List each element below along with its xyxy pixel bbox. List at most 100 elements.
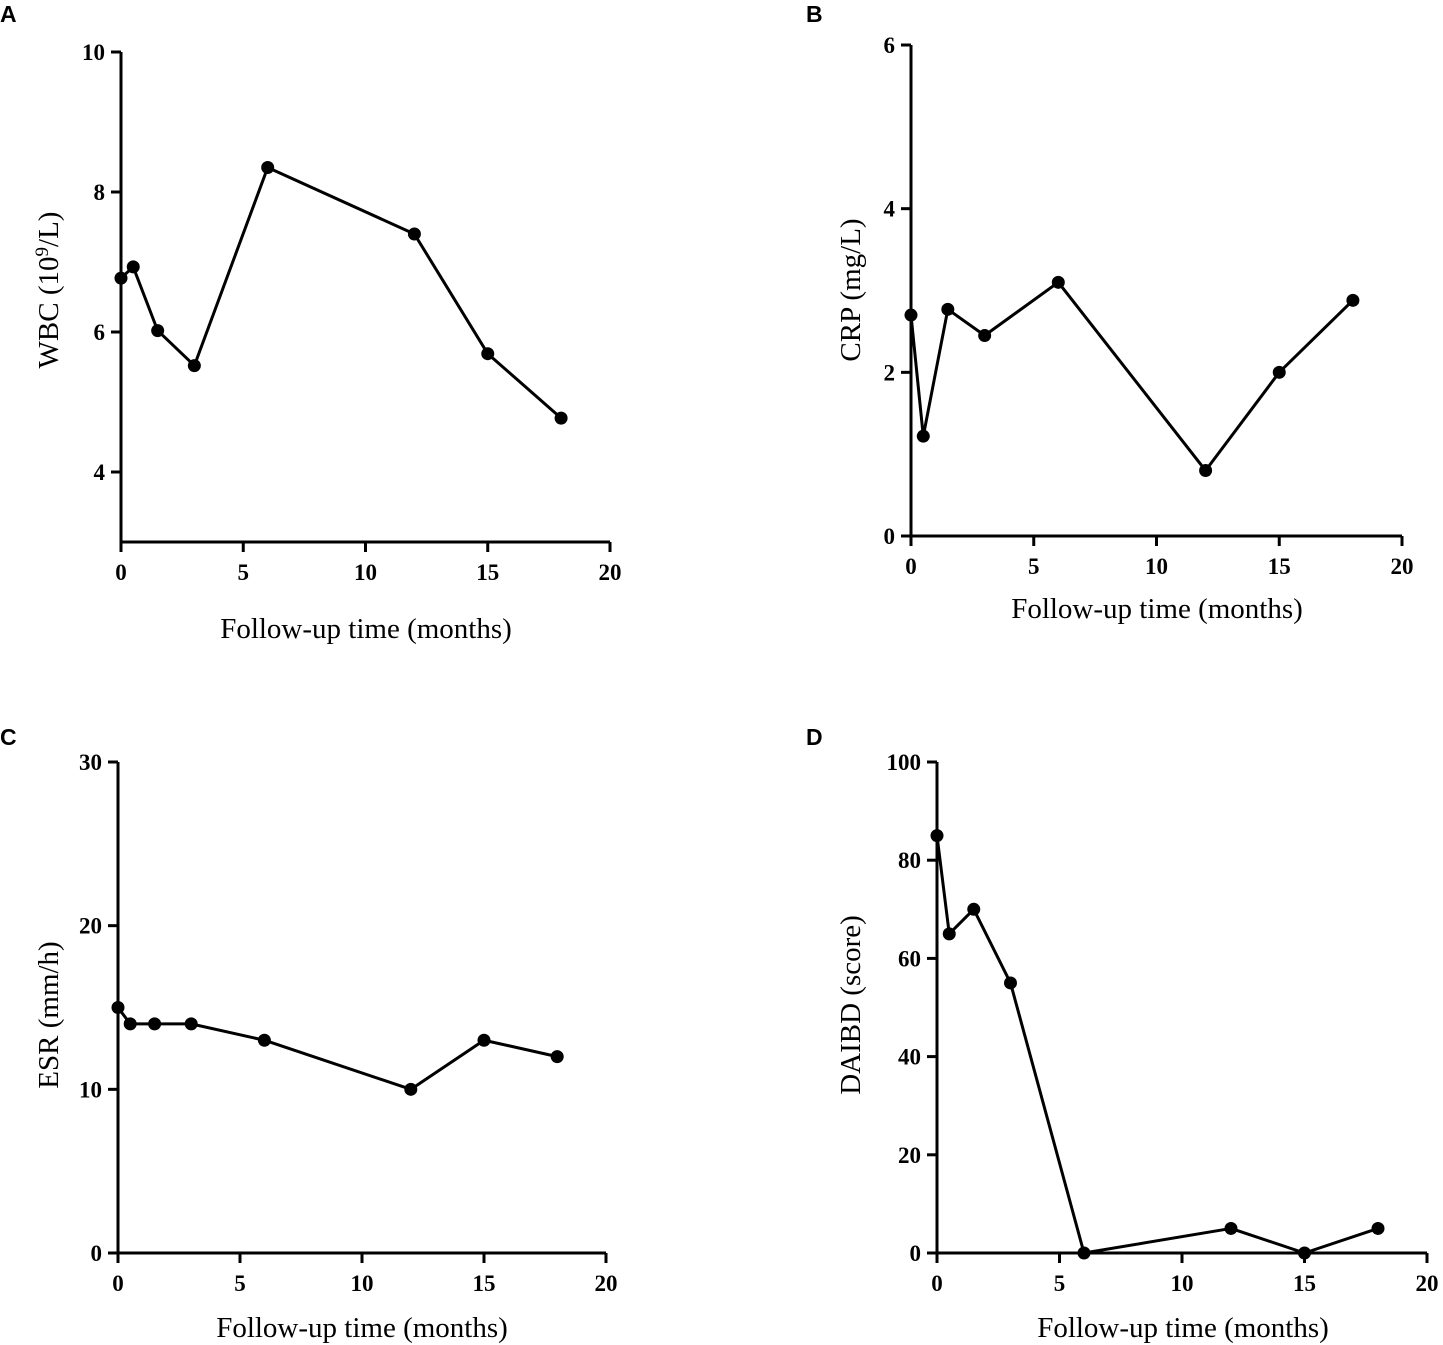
x-tick-label-a: 0 — [115, 560, 127, 585]
ticks-c: 0 5 10 15 20 0 10 20 30 — [79, 750, 618, 1296]
x-axis-title-a: Follow-up time (months) — [220, 613, 512, 645]
data-point-a — [126, 260, 140, 274]
y-tick-label-d: 60 — [898, 946, 921, 971]
x-tick-label-c: 15 — [473, 1271, 496, 1296]
data-point-b — [1346, 293, 1360, 307]
x-tick-label-c: 5 — [234, 1271, 246, 1296]
panel-b: B Follow-up time (months) CRP (mg/L) 0 5 1… — [806, 1, 1414, 625]
y-tick-label-a: 8 — [94, 180, 106, 205]
y-tick-label-c: 30 — [79, 750, 102, 775]
x-axis-title-d: Follow-up time (months) — [1037, 1312, 1329, 1344]
x-tick-label-c: 20 — [595, 1271, 618, 1296]
data-point-a — [554, 411, 568, 425]
x-tick-label-b: 15 — [1268, 554, 1291, 579]
y-tick-label-a: 4 — [94, 460, 106, 485]
data-point-c — [123, 1017, 137, 1031]
x-axis-title-c: Follow-up time (months) — [216, 1312, 508, 1344]
panel-letter-a: A — [0, 1, 17, 27]
y-tick-label-b: 0 — [884, 524, 896, 549]
axes-b — [909, 45, 1402, 538]
panel-a: A Follow-up time (months) WBC (109/L) 0 5… — [0, 1, 622, 645]
data-point-d — [967, 902, 981, 916]
ticks-b: 0 5 10 15 20 0 2 4 6 — [884, 33, 1414, 579]
panel-d: D Follow-up time (months) DAIBD (score) … — [806, 724, 1439, 1344]
data-point-a — [481, 347, 495, 361]
y-axis-title-a: WBC (109/L) — [32, 212, 66, 369]
y-axis-title-b: CRP (mg/L) — [835, 218, 867, 361]
x-tick-label-d: 0 — [931, 1271, 943, 1296]
data-point-d — [1298, 1246, 1311, 1260]
data-point-d — [1224, 1221, 1238, 1235]
x-tick-label-b: 20 — [1391, 554, 1414, 579]
x-tick-label-c: 0 — [112, 1271, 124, 1296]
marks-c — [111, 1001, 564, 1096]
panel-letter-b: B — [806, 1, 823, 27]
data-point-b — [1199, 464, 1213, 478]
x-axis-title-b: Follow-up time (months) — [1011, 593, 1303, 625]
axes-a — [119, 52, 610, 544]
data-point-c — [148, 1017, 162, 1031]
x-tick-label-b: 10 — [1145, 554, 1168, 579]
x-tick-label-c: 10 — [351, 1271, 374, 1296]
y-tick-label-d: 40 — [898, 1045, 921, 1070]
y-tick-label-c: 20 — [79, 914, 102, 939]
data-point-d — [942, 927, 956, 941]
x-tick-label-d: 15 — [1293, 1271, 1316, 1296]
y-tick-label-c: 10 — [79, 1077, 102, 1102]
data-point-d — [930, 829, 944, 843]
data-point-b — [978, 329, 992, 343]
y-tick-label-d: 100 — [887, 750, 922, 775]
y-tick-label-a: 6 — [94, 320, 106, 345]
marks-b — [904, 275, 1360, 478]
data-point-c — [111, 1001, 125, 1014]
data-point-a — [114, 271, 128, 285]
x-tick-label-a: 10 — [354, 560, 377, 585]
data-point-d — [1077, 1246, 1091, 1260]
ticks-a: 0 5 10 15 20 4 6 8 10 — [82, 40, 622, 585]
data-point-d — [1004, 976, 1017, 990]
x-tick-label-a: 5 — [238, 560, 250, 585]
x-tick-label-d: 10 — [1171, 1271, 1194, 1296]
y-tick-label-a: 10 — [82, 40, 105, 65]
data-point-c — [184, 1017, 198, 1031]
x-tick-label-b: 0 — [905, 554, 917, 579]
series-line-a — [119, 166, 563, 420]
data-point-c — [404, 1082, 418, 1096]
data-point-a — [151, 324, 165, 338]
data-point-d — [1371, 1221, 1385, 1235]
y-axis-title-d: DAIBD (score) — [835, 915, 867, 1095]
series-line-c — [116, 1006, 558, 1091]
data-point-b — [1051, 275, 1065, 289]
data-point-b — [916, 429, 930, 443]
axes-c — [116, 762, 606, 1255]
data-point-c — [477, 1033, 491, 1047]
data-point-b — [941, 302, 955, 316]
panel-letter-d: D — [806, 724, 823, 750]
marks-a — [114, 161, 568, 425]
data-point-b — [1272, 365, 1286, 379]
y-tick-label-d: 20 — [898, 1143, 921, 1168]
x-tick-label-a: 20 — [599, 560, 622, 585]
x-tick-label-a: 15 — [476, 560, 499, 585]
y-tick-label-d: 80 — [898, 848, 921, 873]
series-line-b — [909, 280, 1354, 473]
data-point-a — [187, 359, 201, 373]
series-line-d — [935, 835, 1379, 1255]
panel-letter-c: C — [0, 724, 17, 750]
x-tick-label-b: 5 — [1028, 554, 1040, 579]
data-point-a — [261, 161, 275, 174]
data-point-c — [550, 1050, 564, 1064]
y-axis-title-c: ESR (mm/h) — [33, 941, 65, 1088]
y-tick-label-d: 0 — [910, 1241, 922, 1266]
axes-d — [935, 762, 1427, 1255]
y-tick-label-b: 6 — [884, 33, 896, 58]
y-tick-label-b: 2 — [884, 360, 896, 385]
y-tick-label-c: 0 — [91, 1241, 103, 1266]
marks-d — [930, 829, 1385, 1260]
data-point-b — [904, 308, 918, 322]
y-tick-label-b: 4 — [884, 197, 896, 222]
ticks-d: 0 5 10 15 20 0 20 40 60 80 100 — [887, 750, 1439, 1296]
x-tick-label-d: 5 — [1054, 1271, 1066, 1296]
data-point-c — [257, 1033, 271, 1047]
